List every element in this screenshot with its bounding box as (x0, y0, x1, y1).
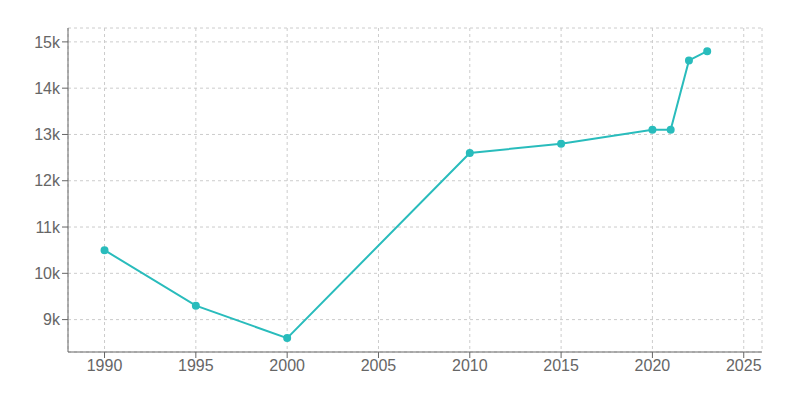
svg-text:2005: 2005 (361, 357, 397, 374)
svg-text:2010: 2010 (452, 357, 488, 374)
svg-text:12k: 12k (34, 172, 61, 189)
svg-text:9k: 9k (43, 311, 61, 328)
svg-text:11k: 11k (35, 219, 61, 236)
svg-text:1990: 1990 (87, 357, 123, 374)
svg-text:15k: 15k (34, 34, 61, 51)
svg-text:2015: 2015 (543, 357, 579, 374)
svg-text:10k: 10k (34, 265, 61, 282)
svg-text:1995: 1995 (178, 357, 214, 374)
svg-text:14k: 14k (34, 80, 61, 97)
svg-text:2020: 2020 (635, 357, 671, 374)
svg-text:2000: 2000 (269, 357, 305, 374)
svg-text:13k: 13k (34, 126, 61, 143)
svg-text:2025: 2025 (726, 357, 762, 374)
